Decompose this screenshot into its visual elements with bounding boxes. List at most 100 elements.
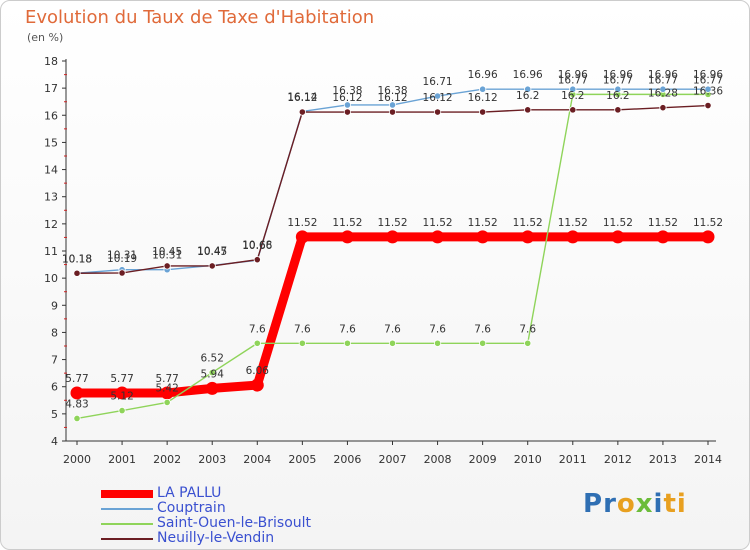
data-point: [70, 386, 84, 400]
data-label: 16.77: [603, 74, 633, 86]
y-tick-label: 5: [51, 408, 58, 421]
proxiti-logo: Proxiti: [583, 489, 687, 519]
data-point: [118, 406, 126, 415]
legend-label: LA PALLU: [157, 485, 222, 501]
data-point: [524, 339, 532, 347]
data-point: [118, 269, 126, 277]
legend-swatch: [101, 490, 153, 498]
data-point: [163, 262, 171, 270]
data-point: [295, 230, 309, 244]
data-point: [524, 106, 532, 114]
data-point: [208, 262, 216, 270]
data-label: 16.12: [287, 92, 317, 104]
data-point: [476, 230, 490, 244]
data-label: 16.77: [558, 74, 588, 86]
x-tick-label: 2006: [333, 453, 361, 466]
data-label: 11.52: [603, 217, 633, 229]
x-tick-label: 2009: [469, 453, 497, 466]
y-tick-label: 16: [44, 109, 58, 122]
data-point: [208, 368, 216, 377]
data-point: [431, 230, 445, 244]
logo-letter: P: [583, 489, 604, 519]
data-label: 11.52: [648, 217, 678, 229]
data-point: [701, 230, 715, 244]
x-tick-label: 2001: [108, 453, 136, 466]
data-point: [521, 230, 535, 244]
data-label: 16.96: [513, 69, 543, 81]
logo-letter: x: [635, 489, 654, 519]
logo-letter: o: [616, 489, 636, 519]
y-tick-label: 7: [51, 354, 58, 367]
data-label: 10.18: [62, 253, 92, 265]
logo-letter: r: [603, 489, 617, 519]
data-point: [566, 230, 580, 244]
data-label: 16.12: [332, 92, 362, 104]
data-label: 11.52: [377, 217, 407, 229]
data-point: [479, 108, 487, 116]
line-chart: 4 5 6 7 8 9 10 11 12 13 14 15 16 17 18 2000 2001 2002 2003…: [44, 55, 723, 466]
data-point: [160, 386, 174, 400]
data-point: [614, 106, 622, 114]
x-tick-label: 2014: [694, 453, 722, 466]
y-tick-label: 11: [44, 245, 58, 258]
data-label: 10.45: [197, 246, 227, 258]
logo-letter: t: [663, 489, 677, 519]
data-label: 16.77: [693, 74, 723, 86]
data-label: 16.38: [377, 85, 407, 97]
data-point: [343, 108, 352, 116]
legend-swatch: [101, 538, 153, 540]
data-label: 16.96: [558, 69, 588, 81]
data-label: 16.2: [606, 90, 629, 102]
y-tick-label: 15: [44, 136, 58, 149]
data-label: 10.31: [107, 250, 137, 262]
data-point: [388, 339, 397, 347]
data-label: 10.66: [242, 240, 272, 252]
data-label: 16.14: [287, 91, 317, 103]
data-label: 10.19: [107, 253, 137, 265]
data-point: [115, 386, 129, 400]
data-point: [298, 108, 306, 116]
data-label: 16.2: [516, 90, 539, 102]
data-label: 5.77: [65, 373, 88, 385]
data-label: 4.83: [65, 398, 88, 410]
y-tick-label: 12: [44, 218, 58, 231]
data-point: [433, 108, 442, 116]
logo-letter: i: [653, 489, 664, 519]
y-tick-label: 13: [44, 191, 58, 204]
data-label: 16.96: [468, 69, 498, 81]
data-point: [704, 101, 712, 110]
data-label: 11.52: [693, 217, 723, 229]
data-label: 6.52: [201, 353, 224, 365]
chart-subtitle: (en %): [27, 31, 64, 44]
data-point: [388, 108, 397, 116]
y-tick-label: 10: [44, 272, 58, 285]
x-tick-label: 2011: [559, 453, 587, 466]
data-label: 16.71: [423, 76, 453, 88]
data-label: 7.6: [519, 323, 536, 335]
data-label: 5.94: [201, 368, 225, 380]
data-label: 16.12: [468, 92, 498, 104]
legend-label: Neuilly-le-Vendin: [157, 530, 275, 546]
data-point: [479, 339, 487, 347]
data-point: [73, 269, 81, 277]
data-label: 7.6: [249, 323, 266, 335]
data-label: 10.18: [62, 253, 92, 265]
data-label: 16.2: [561, 90, 584, 102]
x-tick-label: 2013: [649, 453, 677, 466]
data-point: [250, 378, 264, 392]
data-point: [524, 85, 532, 93]
y-tick-label: 8: [51, 326, 58, 339]
data-label: 16.77: [648, 74, 678, 86]
data-label: 16.28: [648, 88, 678, 100]
data-label: 11.52: [423, 217, 453, 229]
x-tick-label: 2007: [379, 453, 407, 466]
y-tick-label: 14: [44, 164, 58, 177]
data-label: 7.6: [339, 323, 356, 335]
data-label: 11.52: [332, 217, 362, 229]
data-label: 5.12: [110, 391, 133, 403]
data-label: 16.36: [693, 86, 723, 98]
data-label: 7.6: [474, 323, 491, 335]
legend-swatch: [101, 523, 153, 525]
data-point: [343, 339, 352, 347]
